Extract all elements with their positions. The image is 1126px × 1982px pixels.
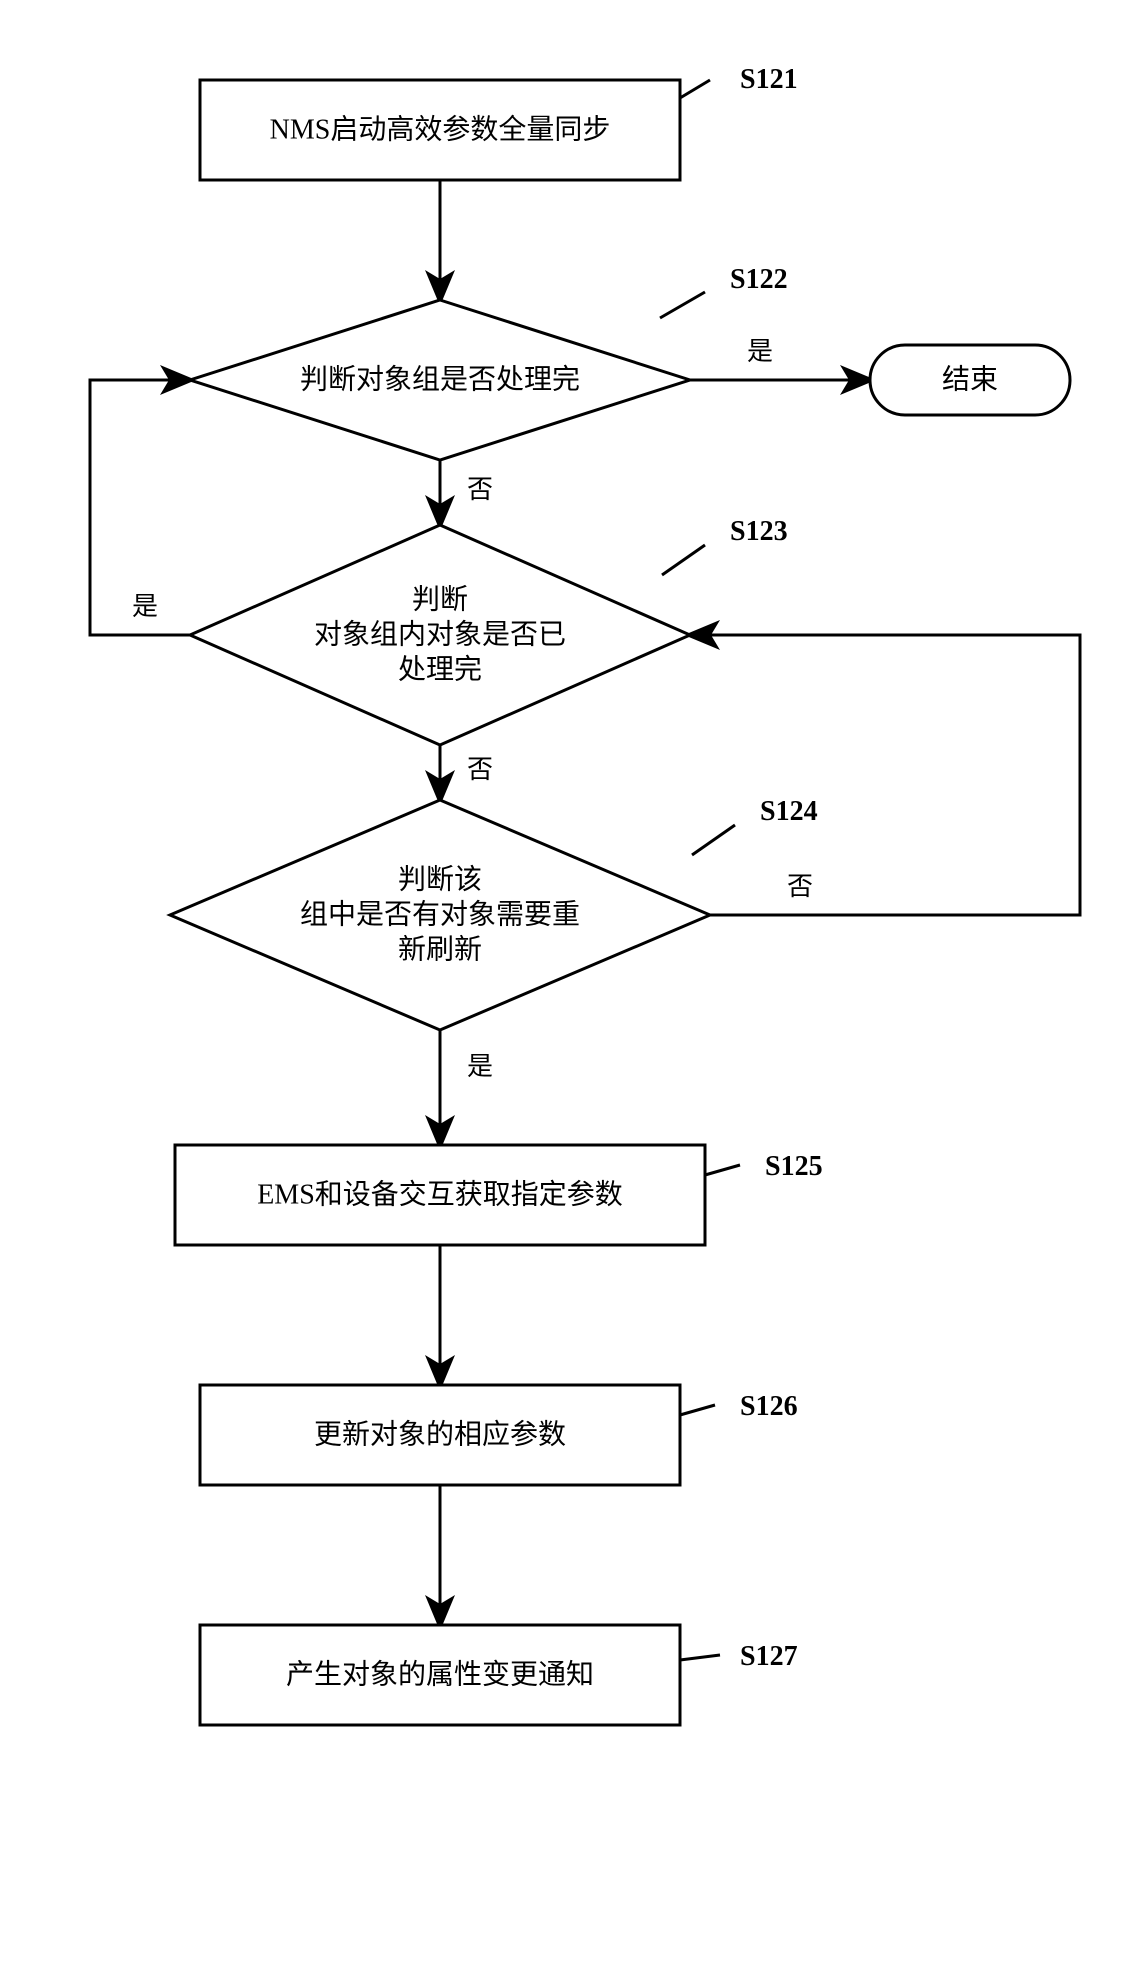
node-text-s122: 判断对象组是否处理完: [300, 364, 580, 396]
node-text-s123: 对象组内对象是否已: [314, 619, 566, 651]
callout-s125: [705, 1165, 740, 1175]
step-label-s122: S122: [730, 264, 788, 295]
node-text-s126: 更新对象的相应参数: [314, 1419, 566, 1451]
callout-s121: [680, 80, 710, 98]
edge-label: 否: [787, 872, 813, 901]
edge-label: 是: [132, 592, 158, 621]
callout-s124: [692, 825, 735, 855]
step-label-s127: S127: [740, 1641, 798, 1672]
step-label-s123: S123: [730, 516, 788, 547]
edge-label: 是: [467, 1052, 493, 1081]
step-label-s124: S124: [760, 796, 818, 827]
callout-s126: [680, 1405, 715, 1415]
step-label-s126: S126: [740, 1391, 798, 1422]
node-text-s125: EMS和设备交互获取指定参数: [257, 1179, 623, 1211]
node-text-s121: NMS启动高效参数全量同步: [270, 114, 611, 146]
step-label-s121: S121: [740, 64, 798, 95]
edge-s124-s123_loop: [690, 635, 1080, 915]
node-text-s123: 判断: [412, 584, 468, 616]
callout-s122: [660, 292, 705, 318]
node-text-s124: 判断该: [398, 864, 482, 896]
node-text-s124: 组中是否有对象需要重: [300, 899, 580, 931]
callout-s127: [680, 1655, 720, 1660]
edge-label: 是: [747, 337, 773, 366]
edge-label: 否: [467, 475, 493, 504]
callout-s123: [662, 545, 705, 575]
node-text-s127: 产生对象的属性变更通知: [286, 1659, 594, 1691]
step-label-s125: S125: [765, 1151, 823, 1182]
node-text-end: 结束: [942, 364, 998, 396]
flowchart: NMS启动高效参数全量同步判断对象组是否处理完 结束判断对象组内对象是否已处理完判…: [20, 20, 1126, 1780]
edge-label: 否: [467, 755, 493, 784]
node-text-s123: 处理完: [398, 654, 482, 686]
node-text-s124: 新刷新: [398, 934, 482, 966]
